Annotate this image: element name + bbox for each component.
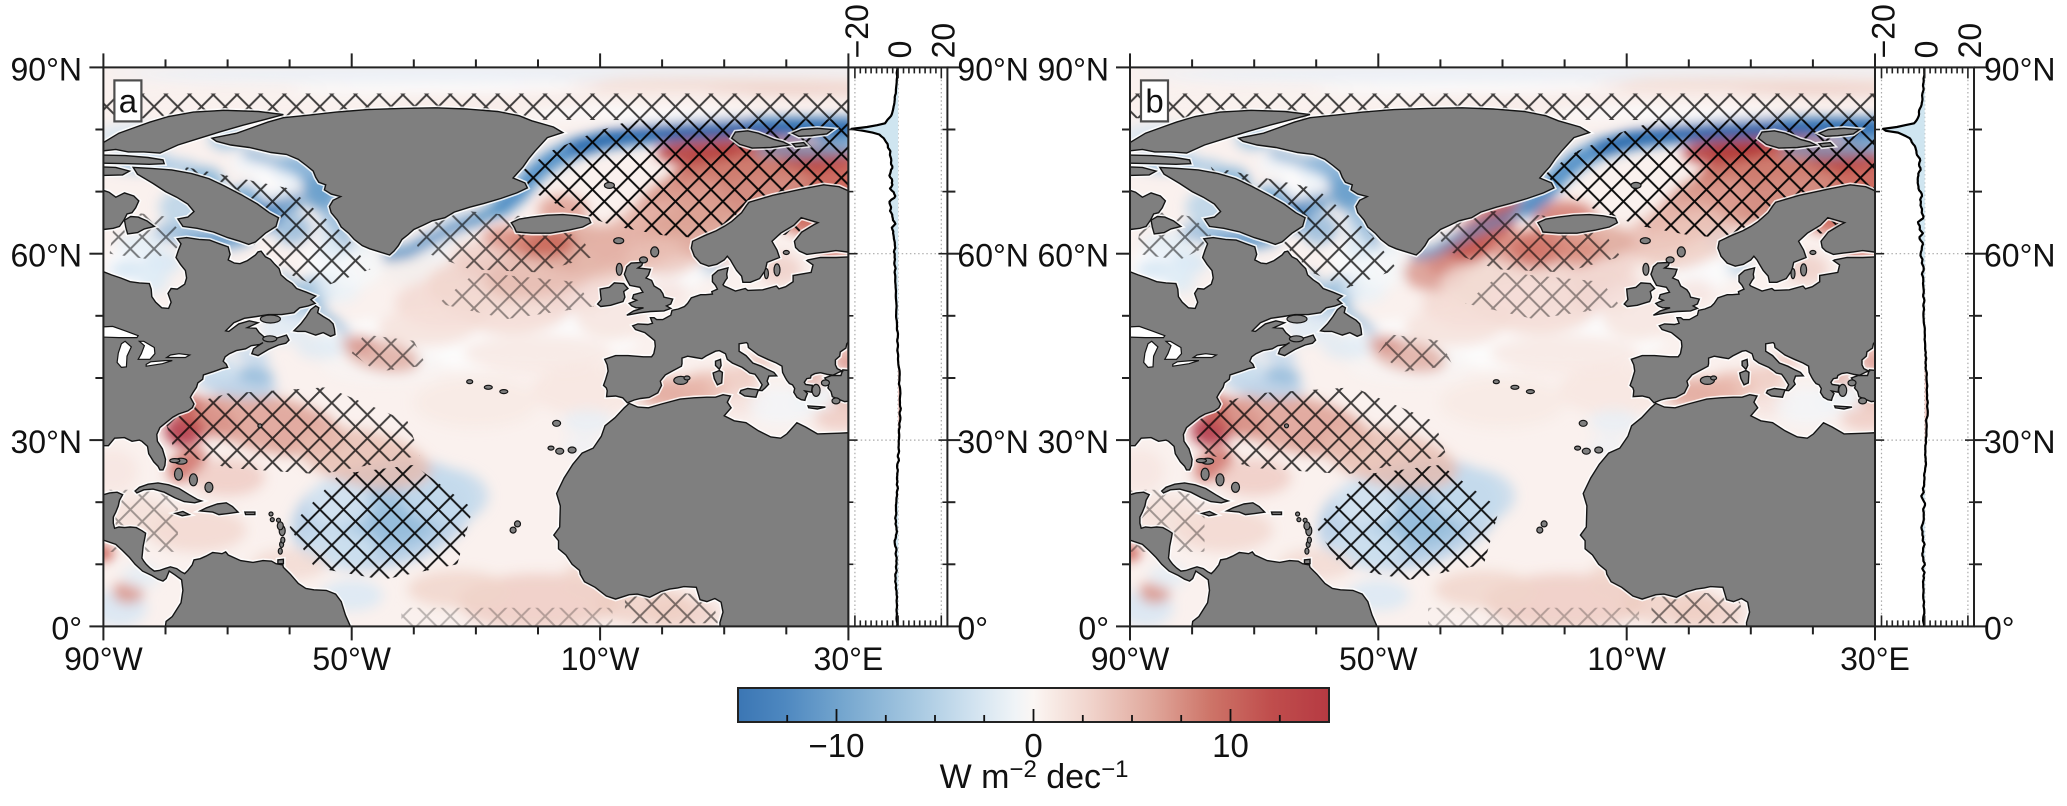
svg-text:60°N: 60°N xyxy=(957,238,1029,274)
svg-text:90°N: 90°N xyxy=(1038,51,1110,87)
svg-text:50°W: 50°W xyxy=(312,641,391,677)
svg-text:0: 0 xyxy=(1024,727,1042,764)
svg-text:0: 0 xyxy=(1909,41,1945,59)
svg-text:0°: 0° xyxy=(1078,610,1109,646)
svg-text:60°N: 60°N xyxy=(11,238,83,274)
svg-text:0°: 0° xyxy=(957,610,988,646)
svg-text:30°E: 30°E xyxy=(814,641,884,677)
svg-text:20: 20 xyxy=(925,23,961,59)
svg-text:10: 10 xyxy=(1212,727,1249,764)
svg-text:a: a xyxy=(119,82,138,119)
svg-text:−20: −20 xyxy=(839,4,875,58)
svg-text:0°: 0° xyxy=(1984,610,2015,646)
svg-text:90°N: 90°N xyxy=(1984,51,2056,87)
svg-text:60°N: 60°N xyxy=(1038,238,1110,274)
svg-text:−10: −10 xyxy=(809,727,865,764)
svg-text:0°: 0° xyxy=(51,610,82,646)
svg-text:10°W: 10°W xyxy=(1587,641,1666,677)
svg-text:90°W: 90°W xyxy=(64,641,143,677)
svg-text:30°N: 30°N xyxy=(957,424,1029,460)
svg-text:20: 20 xyxy=(1952,23,1988,59)
svg-text:90°N: 90°N xyxy=(957,51,1029,87)
svg-text:30°N: 30°N xyxy=(1038,424,1110,460)
svg-text:0: 0 xyxy=(882,41,918,59)
svg-text:30°N: 30°N xyxy=(11,424,83,460)
svg-text:90°N: 90°N xyxy=(11,51,83,87)
svg-text:90°W: 90°W xyxy=(1091,641,1170,677)
svg-text:30°N: 30°N xyxy=(1984,424,2056,460)
svg-text:30°E: 30°E xyxy=(1840,641,1910,677)
svg-text:b: b xyxy=(1145,82,1163,119)
svg-text:50°W: 50°W xyxy=(1339,641,1418,677)
svg-text:10°W: 10°W xyxy=(561,641,640,677)
svg-text:−20: −20 xyxy=(1866,4,1902,58)
svg-text:60°N: 60°N xyxy=(1984,238,2056,274)
